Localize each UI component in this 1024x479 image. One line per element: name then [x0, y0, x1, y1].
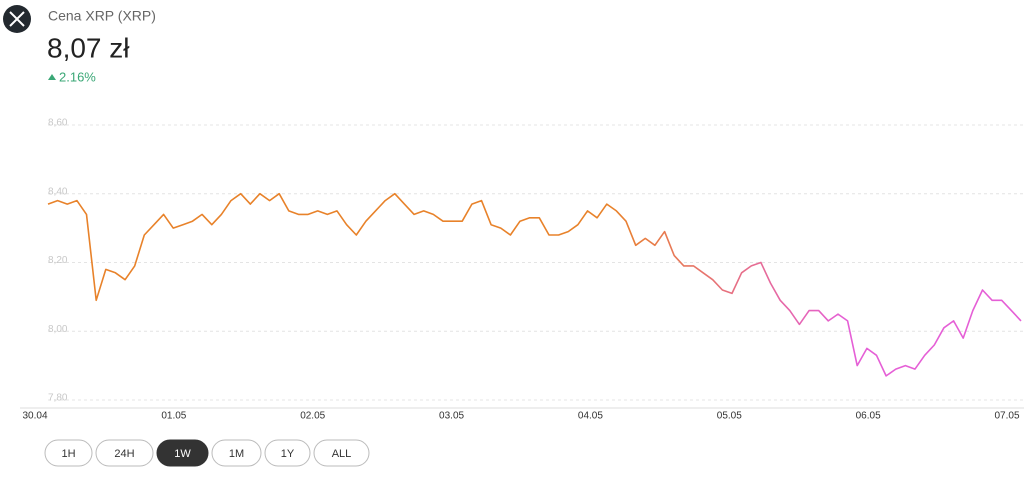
- range-button[interactable]: 1W: [156, 439, 209, 467]
- range-button[interactable]: 1Y: [264, 439, 311, 467]
- range-button[interactable]: 1H: [44, 439, 93, 467]
- x-tick-label: 02.05: [300, 411, 325, 422]
- range-button[interactable]: ALL: [313, 439, 370, 467]
- y-tick-label: 8,60: [48, 118, 68, 129]
- range-button[interactable]: 1M: [211, 439, 262, 467]
- y-tick-label: 7,80: [48, 393, 68, 404]
- plot: 7,80 8,00 8,20 8,40 8,60 30.04 01.05 02.05 03.05…: [22, 118, 1024, 422]
- button-bg: [95, 439, 154, 467]
- y-tick-label: 8,40: [48, 186, 68, 197]
- x-tick-label: 03.05: [439, 411, 464, 422]
- button-bg: [44, 439, 93, 467]
- button-label: 1W: [174, 448, 191, 460]
- x-tick-label: 05.05: [717, 411, 742, 422]
- x-tick-label: 04.05: [578, 411, 603, 422]
- x-tick-label: 30.04: [22, 411, 47, 422]
- coin-icon: [3, 5, 31, 33]
- button-label: 1Y: [281, 448, 295, 460]
- button-bg: [264, 439, 311, 467]
- button-label: 1H: [61, 448, 75, 460]
- y-tick-label: 8,00: [48, 324, 68, 335]
- up-arrow: [48, 74, 56, 80]
- x-tick-label: 07.05: [994, 411, 1019, 422]
- price: 8,07 zł: [47, 32, 130, 63]
- button-bg: [156, 439, 209, 467]
- coin-title: Cena XRP (XRP): [48, 8, 156, 24]
- y-tick-label: 8,20: [48, 255, 68, 266]
- button-bg: [211, 439, 262, 467]
- button-label: 24H: [114, 448, 134, 460]
- x-tick-label: 01.05: [161, 411, 186, 422]
- price-line: [47, 192, 1022, 377]
- price-change: 2.16%: [59, 69, 96, 84]
- button-label: 1M: [229, 448, 244, 460]
- range-button[interactable]: 24H: [95, 439, 154, 467]
- range-buttons: 1H 24H 1W 1M 1Y ALL: [44, 439, 370, 467]
- button-label: ALL: [332, 448, 352, 460]
- x-tick-label: 06.05: [856, 411, 881, 422]
- button-bg: [313, 439, 370, 467]
